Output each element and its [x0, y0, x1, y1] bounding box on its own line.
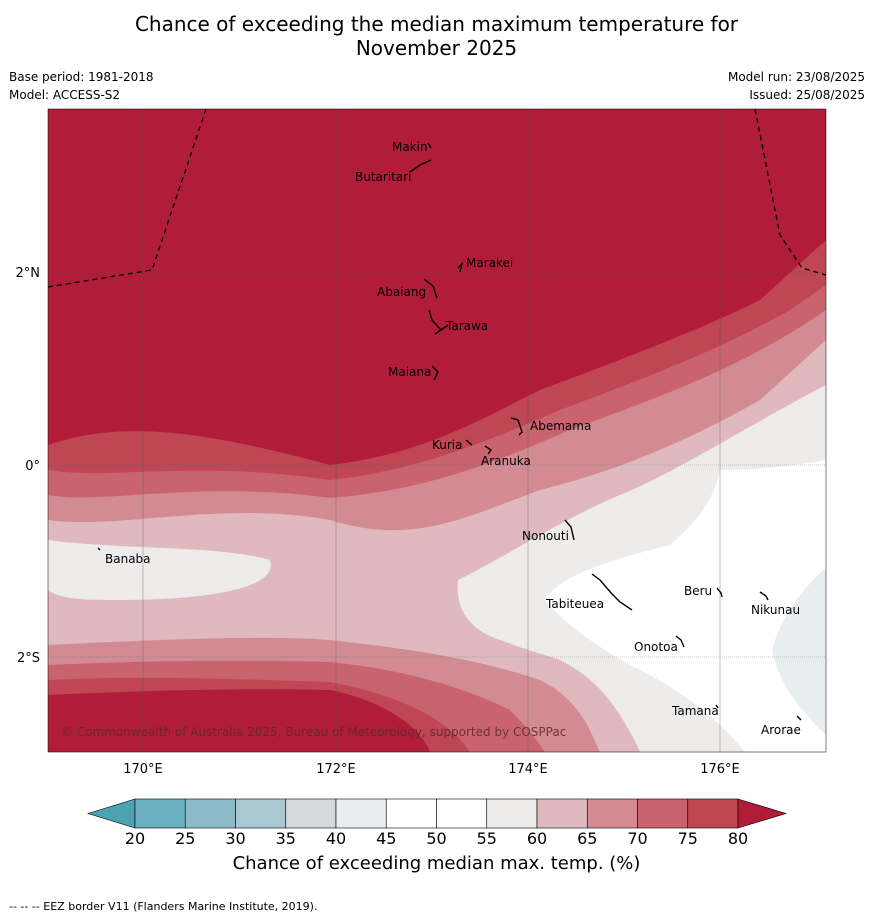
lat-label-2n: 2°N: [16, 266, 41, 281]
map-frame: [47, 108, 827, 753]
map-panel: [48, 109, 826, 752]
colorbar-under-arrow: [86, 798, 136, 829]
colorbar-tick-label: 50: [426, 829, 446, 848]
label-butaritari: Butaritari: [355, 170, 412, 184]
lon-label-174: 174°E: [508, 762, 548, 777]
colorbar-segment: [285, 798, 337, 829]
label-aranuka: Aranuka: [481, 454, 531, 468]
label-tabiteuea: Tabiteuea: [545, 597, 604, 611]
colorbar-segment: [436, 798, 488, 829]
colorbar-segment: [586, 798, 638, 829]
colorbar-tick-label: 70: [627, 829, 647, 848]
colorbar-segment: [235, 798, 287, 829]
colorbar-label: Chance of exceeding median max. temp. (%…: [232, 853, 641, 874]
colorbar-tick-label: 55: [477, 829, 497, 848]
colorbar-tick-label: 75: [678, 829, 698, 848]
colorbar-tick-label: 65: [577, 829, 597, 848]
eez-footnote: -- -- -- EEZ border V11 (Flanders Marine…: [9, 900, 318, 913]
label-kuria: Kuria: [432, 438, 463, 452]
colorbar-segment: [335, 798, 387, 829]
label-abemama: Abemama: [530, 419, 591, 433]
colorbar-segment: [184, 798, 236, 829]
label-marakei: Marakei: [466, 256, 513, 270]
colorbar-segment: [536, 798, 588, 829]
lon-label-176: 176°E: [700, 762, 740, 777]
title-line-1: Chance of exceeding the median maximum t…: [134, 12, 739, 36]
axis-labels: 170°E 172°E 174°E 176°E 2°N 0° 2°S: [16, 266, 740, 777]
lon-label-172: 172°E: [316, 762, 356, 777]
colorbar-tick-label: 60: [527, 829, 547, 848]
colorbar-tick-label: 80: [728, 829, 748, 848]
issued-date: Issued: 25/08/2025: [749, 88, 865, 102]
lon-label-170: 170°E: [123, 762, 163, 777]
colorbar-segment: [687, 798, 739, 829]
label-beru: Beru: [684, 584, 712, 598]
colorbar-segment: [637, 798, 689, 829]
colorbar: 20 25 30 35 40 45 50 55 60 65 70 75 80: [86, 798, 788, 848]
label-maiana: Maiana: [388, 365, 431, 379]
colorbar-segment: [486, 798, 538, 829]
band-55-60: [48, 540, 271, 600]
meta-right: Model run: 23/08/2025 Issued: 25/08/2025: [728, 68, 865, 104]
colorbar-tick-label: 25: [175, 829, 195, 848]
base-period: Base period: 1981-2018: [9, 70, 154, 84]
label-onotoa: Onotoa: [634, 640, 678, 654]
colorbar-tick-label: 30: [225, 829, 245, 848]
islands: [97, 142, 802, 721]
label-nonouti: Nonouti: [522, 529, 569, 543]
lat-label-0: 0°: [25, 459, 40, 474]
label-tarawa: Tarawa: [445, 319, 488, 333]
label-makin: Makin: [392, 140, 428, 154]
colorbar-tick-label: 35: [276, 829, 296, 848]
map-title: Chance of exceeding the median maximum t…: [0, 12, 873, 60]
band-lower-80-plus: [48, 689, 430, 752]
colorbar-tick-label: 40: [326, 829, 346, 848]
label-banaba: Banaba: [105, 552, 151, 566]
place-labels: Makin Butaritari Marakei Abaiang Tarawa …: [105, 140, 801, 737]
colorbar-tick-label: 45: [376, 829, 396, 848]
meta-left: Base period: 1981-2018 Model: ACCESS-S2: [9, 68, 154, 104]
colorbar-segment: [385, 798, 437, 829]
eez-border: [48, 109, 826, 288]
model-run: Model run: 23/08/2025: [727, 70, 865, 84]
title-line-2: November 2025: [355, 36, 518, 60]
lat-label-2s: 2°S: [17, 651, 40, 666]
label-arorae: Arorae: [761, 723, 801, 737]
label-nikunau: Nikunau: [751, 603, 800, 617]
label-tamana: Tamana: [671, 704, 719, 718]
label-abaiang: Abaiang: [377, 285, 426, 299]
colorbar-tick-label: 20: [125, 829, 145, 848]
gridlines: [48, 109, 826, 752]
band-45-55: [545, 460, 826, 752]
colorbar-segment: [134, 798, 186, 829]
copyright-text: © Commonwealth of Australia 2025, Bureau…: [61, 725, 566, 739]
colorbar-over-arrow: [737, 798, 788, 829]
model-name: Model: ACCESS-S2: [9, 88, 121, 102]
band-40-45: [772, 568, 826, 735]
